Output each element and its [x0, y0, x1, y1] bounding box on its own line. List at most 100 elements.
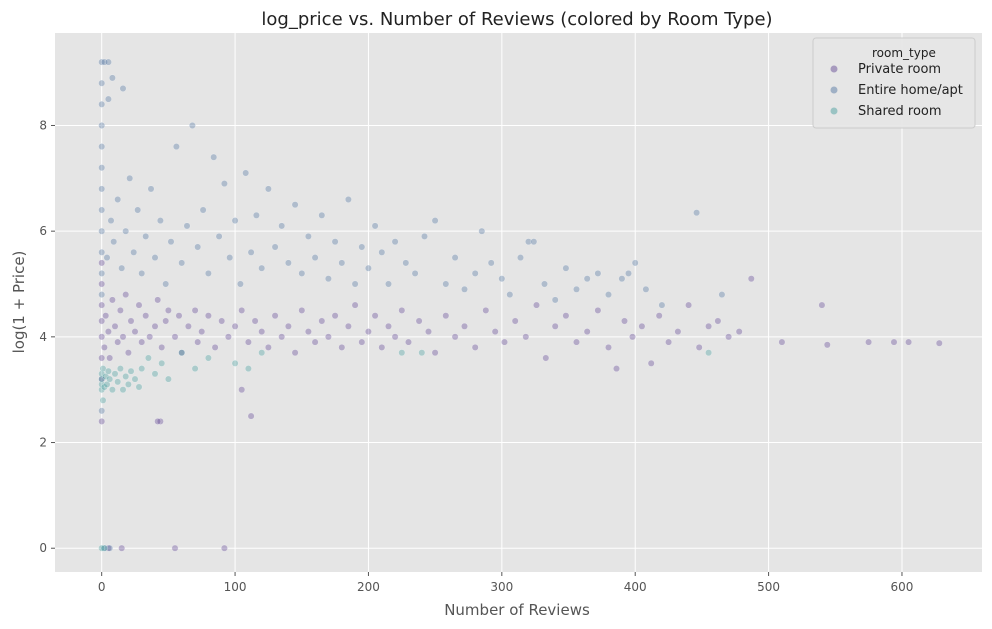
data-point — [573, 338, 580, 346]
data-point — [215, 232, 223, 240]
data-point — [122, 291, 130, 299]
data-point — [425, 328, 432, 336]
data-point — [461, 322, 468, 330]
data-point — [110, 238, 118, 246]
data-point — [226, 254, 234, 262]
data-point — [122, 227, 130, 235]
data-point — [705, 349, 713, 357]
y-axis-label: log(1 + Price) — [10, 251, 28, 354]
data-point — [735, 328, 743, 336]
data-point — [98, 143, 106, 151]
data-point — [605, 343, 612, 351]
legend: room_type Private room Entire home/apt Sha… — [812, 37, 976, 129]
data-point — [530, 238, 538, 246]
data-point — [167, 238, 175, 246]
data-point — [126, 174, 134, 182]
y-tick-label: 6 — [39, 224, 47, 238]
data-point — [685, 301, 693, 309]
x-tick-label: 400 — [624, 580, 647, 594]
data-point — [498, 275, 506, 283]
data-point — [718, 291, 726, 299]
data-point — [421, 232, 428, 240]
data-point — [98, 544, 106, 552]
data-point — [331, 238, 339, 246]
data-point — [146, 333, 154, 341]
data-point — [98, 164, 106, 172]
data-point — [147, 185, 155, 193]
legend-marker — [830, 86, 838, 94]
x-tick-label: 100 — [224, 580, 247, 594]
y-tick-label: 2 — [39, 436, 47, 450]
data-point — [311, 254, 319, 262]
data-point — [116, 306, 124, 314]
data-point — [106, 544, 114, 552]
data-point — [705, 322, 713, 330]
data-point — [119, 85, 127, 92]
data-point — [171, 333, 179, 341]
data-point — [98, 291, 106, 299]
data-point — [725, 333, 733, 341]
data-point — [258, 328, 266, 336]
data-point — [184, 322, 192, 330]
data-point — [144, 354, 152, 362]
data-point — [199, 206, 207, 214]
data-point — [104, 58, 112, 66]
data-point — [130, 248, 138, 256]
data-point — [693, 209, 701, 217]
data-point — [244, 365, 252, 373]
data-points — [98, 58, 943, 552]
data-point — [238, 386, 246, 394]
data-point — [378, 343, 386, 351]
data-point — [188, 122, 196, 129]
data-point — [164, 306, 172, 314]
data-point — [583, 328, 591, 336]
data-point — [647, 359, 655, 367]
data-point — [158, 343, 166, 351]
legend-marker — [830, 65, 838, 73]
data-point — [231, 322, 239, 330]
data-point — [238, 306, 246, 314]
data-point — [318, 317, 326, 325]
data-point — [98, 380, 106, 388]
data-point — [264, 343, 272, 351]
y-tick-label: 8 — [39, 118, 47, 132]
data-point — [154, 296, 162, 304]
data-point — [98, 206, 106, 214]
data-point — [236, 280, 244, 288]
data-point — [278, 222, 286, 230]
axis-ticks: 0 100 200 300 400 500 600 0 2 4 6 8 — [39, 118, 913, 594]
data-point — [525, 238, 532, 246]
data-point — [431, 217, 439, 225]
data-point — [119, 386, 127, 394]
data-point — [324, 333, 332, 341]
data-point — [158, 359, 166, 367]
data-point — [778, 338, 786, 346]
data-point — [378, 248, 386, 256]
data-point — [124, 380, 132, 388]
data-point — [264, 185, 272, 193]
data-point — [204, 269, 212, 277]
data-point — [151, 322, 159, 330]
y-tick-label: 0 — [39, 541, 47, 555]
data-point — [99, 396, 107, 404]
data-point — [405, 338, 412, 346]
data-point — [562, 312, 570, 320]
data-point — [162, 317, 170, 325]
data-point — [823, 341, 831, 349]
data-point — [98, 227, 106, 235]
chart-title: log_price vs. Number of Reviews (colored… — [261, 9, 772, 30]
data-point — [108, 296, 116, 304]
data-point — [415, 317, 423, 325]
legend-box — [812, 37, 976, 129]
data-point — [104, 328, 112, 336]
data-point — [284, 322, 292, 330]
data-point — [98, 185, 106, 193]
data-point — [98, 333, 106, 341]
data-point — [358, 338, 366, 346]
data-point — [605, 291, 612, 299]
data-point — [220, 180, 228, 188]
data-point — [194, 243, 202, 251]
data-point — [198, 328, 206, 336]
data-point — [127, 317, 135, 325]
data-point — [398, 306, 406, 314]
